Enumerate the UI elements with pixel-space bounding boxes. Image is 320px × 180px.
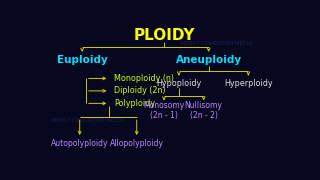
Text: Polyploidy: Polyploidy: [115, 99, 156, 108]
Text: Monosomy
(2n - 1): Monosomy (2n - 1): [143, 101, 185, 120]
Text: Allopolyploidy: Allopolyploidy: [110, 139, 164, 148]
Text: Nullisomy
(2n - 2): Nullisomy (2n - 2): [185, 101, 223, 120]
Text: Hyperploidy: Hyperploidy: [224, 79, 273, 88]
Text: Diploidy (2n): Diploidy (2n): [115, 86, 166, 95]
Text: MERCY EDUCATION MEDIA: MERCY EDUCATION MEDIA: [52, 118, 124, 123]
Text: PLOIDY: PLOIDY: [133, 28, 195, 43]
Text: MERCY EDUCATION MEDIA: MERCY EDUCATION MEDIA: [181, 41, 253, 46]
Text: Aneuploidy: Aneuploidy: [176, 55, 242, 65]
Text: Hypoploidy: Hypoploidy: [156, 79, 202, 88]
Text: Monoploidy (n): Monoploidy (n): [115, 74, 174, 83]
Text: Autopolyploidy: Autopolyploidy: [51, 139, 108, 148]
Text: Euploidy: Euploidy: [57, 55, 108, 65]
